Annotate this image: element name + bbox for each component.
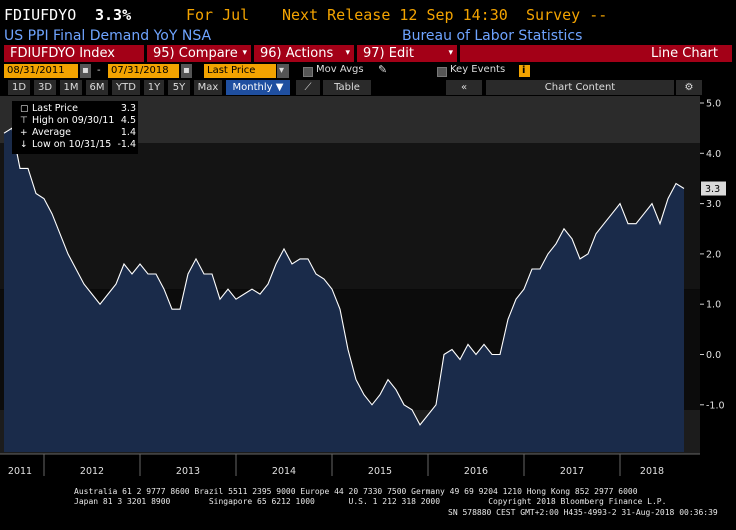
line-tool-icon[interactable]: ⟋ (296, 80, 320, 95)
legend-high-label: High on 09/30/11 (32, 115, 115, 126)
period: For Jul (186, 6, 250, 24)
y-tick-label: 5.0 (706, 99, 721, 110)
compare-button[interactable]: 95) Compare ▾ (147, 45, 251, 62)
legend-low: ↓ Low on 10/31/15 -1.4 (12, 139, 138, 151)
chart-content-button[interactable]: Chart Content (486, 80, 674, 95)
legend-high-value: 4.5 (120, 115, 136, 126)
gear-icon[interactable]: ⚙ (676, 80, 702, 95)
calendar-icon[interactable]: ▪ (181, 64, 192, 78)
collapse-icon[interactable]: « (446, 80, 482, 95)
x-tick-label: 2013 (176, 466, 200, 477)
legend-average: + Average 1.4 (12, 127, 138, 139)
x-tick-label: 2016 (464, 466, 488, 477)
x-tick-label: 2014 (272, 466, 296, 477)
edit-label: 97) Edit (363, 46, 414, 61)
actions-label: 96) Actions (260, 46, 334, 61)
compare-label: 95) Compare (153, 46, 238, 61)
actions-button[interactable]: 96) Actions ▾ (254, 45, 354, 62)
last-value-tag-label: 3.3 (705, 184, 720, 195)
index-button[interactable]: FDIUFDYO Index (4, 45, 144, 62)
y-tick-label: 4.0 (706, 149, 721, 160)
price-line (3, 127, 685, 426)
index-label: FDIUFDYO Index (10, 46, 115, 61)
start-date-value: 08/31/2011 (7, 65, 65, 76)
legend-low-label: Low on 10/31/15 (32, 139, 112, 150)
last-value-tag (701, 181, 726, 196)
pencil-icon[interactable]: ✎ (378, 63, 388, 76)
legend-last-value: 3.3 (120, 103, 136, 114)
y-tick-label: 2.0 (706, 249, 721, 260)
date-separator: - (97, 65, 101, 76)
range-button-1y[interactable]: 1Y (144, 80, 164, 95)
chart-legend: ▢ Last Price 3.3 ⊤ High on 09/30/11 4.5 … (12, 101, 138, 154)
legend-last: ▢ Last Price 3.3 (12, 103, 138, 115)
footer-contacts-2: Japan 81 3 3201 8900 Singapore 65 6212 1… (74, 497, 667, 506)
legend-average-value: 1.4 (120, 127, 136, 138)
high-marker-icon: ⊤ (20, 116, 28, 126)
chevron-down-icon: ▼ (275, 82, 284, 93)
table-label: Table (334, 82, 360, 93)
info-icon[interactable]: i (519, 65, 530, 77)
field-select[interactable]: Last Price (204, 64, 276, 78)
table-button[interactable]: Table (323, 80, 371, 95)
x-tick-label: 2012 (80, 466, 104, 477)
x-tick-label: 2015 (368, 466, 392, 477)
legend-high: ⊤ High on 09/30/11 4.5 (12, 115, 138, 127)
series-description: US PPI Final Demand YoY NSA (4, 28, 212, 44)
chevron-down-icon: ▾ (345, 48, 350, 58)
ticker: FDIUFDYO (4, 6, 77, 24)
y-tick-label: 3.0 (706, 199, 721, 210)
security-header: FDIUFDYO 3.3% For Jul Next Release 12 Se… (0, 0, 736, 27)
frequency-value: Monthly (232, 82, 273, 93)
x-tick-label: 2017 (560, 466, 584, 477)
survey: Survey -- (526, 6, 608, 24)
range-button-max[interactable]: Max (194, 80, 222, 95)
chevron-down-icon[interactable]: ▾ (277, 64, 289, 78)
footer-contacts-1: Australia 61 2 9777 8600 Brazil 5511 239… (74, 487, 638, 496)
legend-low-value: -1.4 (117, 139, 136, 150)
range-button-1d[interactable]: 1D (8, 80, 30, 95)
source: Bureau of Labor Statistics (402, 28, 583, 44)
range-button-ytd[interactable]: YTD (112, 80, 140, 95)
key-events-checkbox[interactable] (437, 67, 447, 77)
frequency-select[interactable]: Monthly ▼ (226, 80, 290, 95)
edit-button[interactable]: 97) Edit ▾ (357, 45, 457, 62)
price-area (4, 128, 684, 452)
calendar-icon[interactable]: ▪ (80, 64, 91, 78)
x-tick-label: 2011 (8, 466, 32, 477)
range-button-6m[interactable]: 6M (86, 80, 108, 95)
chart-content-label: Chart Content (544, 82, 616, 93)
range-button-3d[interactable]: 3D (34, 80, 56, 95)
range-button-1m[interactable]: 1M (60, 80, 82, 95)
line-chart-button[interactable]: Line Chart (460, 45, 732, 62)
range-button-5y[interactable]: 5Y (168, 80, 190, 95)
last-value: 3.3% (95, 6, 132, 24)
y-tick-label: 0.0 (706, 350, 721, 361)
y-tick-label: -1.0 (706, 400, 725, 411)
legend-average-label: Average (32, 127, 72, 138)
end-date-field[interactable]: 07/31/2018 (108, 64, 179, 78)
mov-avgs-label: Mov Avgs (316, 64, 364, 75)
x-tick-label: 2018 (640, 466, 664, 477)
chevron-down-icon: ▾ (242, 48, 247, 58)
square-icon: ▢ (20, 104, 29, 114)
next-release: Next Release 12 Sep 14:30 (282, 6, 508, 24)
price-chart[interactable]: -1.0 0.0 1.0 2.0 3.0 4.0 5.0 2011 2012 2013 2014 2… (0, 96, 736, 484)
mov-avgs-checkbox[interactable] (303, 67, 313, 77)
footer-session: SN 578880 CEST GMT+2:00 H435-4993-2 31-A… (448, 508, 718, 517)
key-events-label: Key Events (450, 64, 506, 75)
view-label: Line Chart (651, 46, 718, 61)
chevron-down-icon: ▾ (448, 48, 453, 58)
end-date-value: 07/31/2018 (111, 65, 169, 76)
average-marker-icon: + (20, 128, 28, 138)
low-marker-icon: ↓ (20, 140, 28, 150)
start-date-field[interactable]: 08/31/2011 (4, 64, 78, 78)
field-select-value: Last Price (207, 65, 256, 76)
legend-last-label: Last Price (32, 103, 78, 114)
description-row: US PPI Final Demand YoY NSA Bureau of La… (0, 27, 736, 44)
y-tick-label: 1.0 (706, 300, 721, 311)
